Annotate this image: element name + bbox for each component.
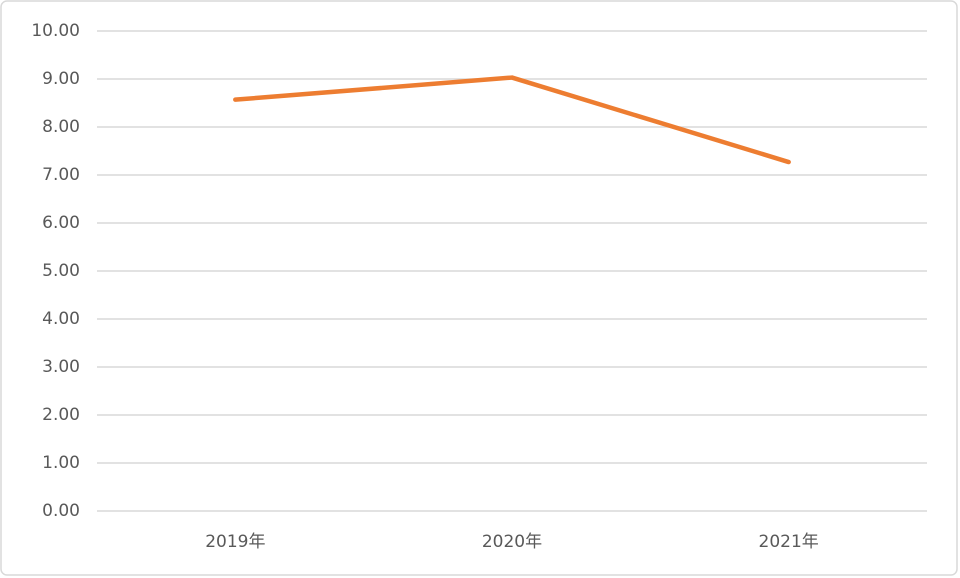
y-tick-label: 1.00: [42, 453, 80, 473]
y-tick-label: 9.00: [42, 69, 80, 89]
x-tick-label: 2020年: [482, 532, 542, 552]
y-tick-label: 6.00: [42, 213, 80, 233]
y-tick-label: 5.00: [42, 261, 80, 281]
x-tick-label: 2019年: [205, 532, 265, 552]
y-tick-label: 3.00: [42, 357, 80, 377]
y-tick-label: 4.00: [42, 309, 80, 329]
x-tick-label: 2021年: [759, 532, 819, 552]
y-tick-label: 0.00: [42, 501, 80, 521]
data-line: [233, 75, 791, 165]
y-tick-label: 2.00: [42, 405, 80, 425]
y-tick-label: 10.00: [31, 21, 80, 41]
y-tick-label: 7.00: [42, 165, 80, 185]
y-tick-label: 8.00: [42, 117, 80, 137]
